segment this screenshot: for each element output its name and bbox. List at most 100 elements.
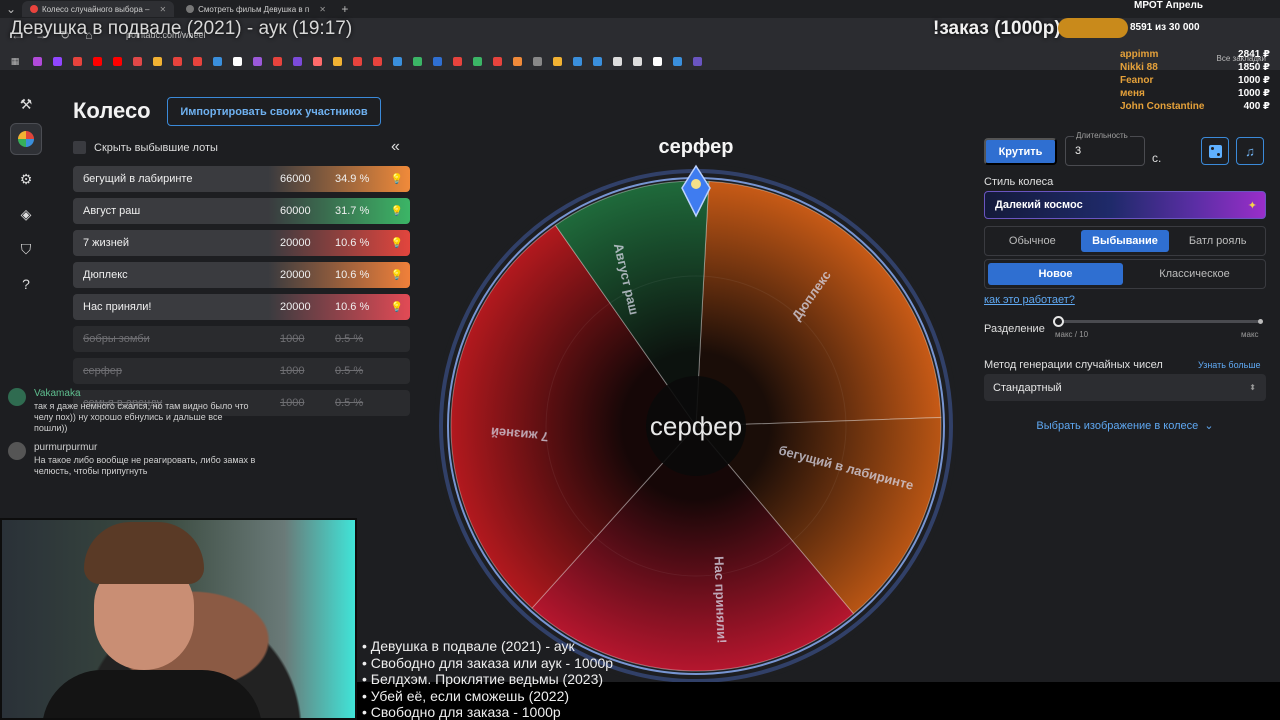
lot-row[interactable]: серфер 1000 0.5 % bbox=[73, 358, 410, 384]
bookmark-icon[interactable] bbox=[133, 56, 142, 66]
wheel[interactable]: серфер Август раш Дюплекс бегущий в лаби… bbox=[430, 160, 962, 692]
tab-close-icon[interactable]: ✕ bbox=[159, 4, 167, 14]
lot-row[interactable]: Дюплекс 20000 10.6 % 💡 bbox=[73, 262, 410, 288]
bookmark-icon[interactable] bbox=[593, 56, 602, 66]
bookmark-icon[interactable] bbox=[113, 56, 122, 66]
browser-tabbar: ⌄ Колесо случайного выбора – ✕ Смотреть … bbox=[0, 0, 1280, 18]
auction-hammer-icon[interactable]: ⚒ bbox=[19, 95, 33, 112]
lot-row[interactable]: семья в аренду 1000 0.5 % bbox=[73, 390, 410, 416]
lot-percent: 0.5 % bbox=[335, 397, 364, 409]
hide-out-lots-toggle[interactable]: Скрыть выбывшие лоты bbox=[73, 141, 218, 154]
lot-highlight-icon[interactable]: 💡 bbox=[390, 269, 404, 281]
bookmark-icon[interactable] bbox=[153, 56, 162, 66]
forward-icon[interactable]: → bbox=[35, 28, 47, 42]
lot-highlight-icon[interactable]: 💡 bbox=[390, 301, 404, 313]
bookmark-icon[interactable] bbox=[213, 56, 222, 66]
rng-learn-more-link[interactable]: Узнать больше bbox=[1198, 360, 1261, 370]
bookmark-icon[interactable] bbox=[93, 56, 102, 66]
layers-icon[interactable]: ◈ bbox=[20, 205, 32, 222]
tab-movie[interactable]: Смотреть фильм Девушка в п ✕ bbox=[178, 1, 334, 17]
mrot-count: 8591 из 30 000 bbox=[1130, 22, 1200, 33]
bookmark-icon[interactable] bbox=[493, 56, 502, 66]
bookmark-icon[interactable] bbox=[473, 56, 482, 66]
url-input[interactable]: pointauc.com/wheel bbox=[126, 30, 206, 40]
bookmark-icon[interactable] bbox=[313, 56, 322, 66]
mode-option[interactable]: Выбывание bbox=[1080, 230, 1170, 252]
music-button[interactable]: ♫ bbox=[1236, 137, 1264, 165]
bookmarks-folder[interactable]: Все закладки bbox=[1216, 54, 1266, 63]
settings-gear-icon[interactable]: ⚙ bbox=[19, 170, 33, 187]
new-tab-icon[interactable]: + bbox=[341, 2, 349, 16]
bookmark-icon[interactable] bbox=[693, 56, 702, 66]
random-dice-button[interactable] bbox=[1201, 137, 1229, 165]
submode-option[interactable]: Новое bbox=[988, 263, 1123, 285]
tab-close-icon[interactable]: ✕ bbox=[319, 4, 326, 14]
collapse-panel-icon[interactable]: « bbox=[391, 138, 400, 155]
rng-select[interactable]: Стандартный ⬍ bbox=[984, 374, 1266, 401]
help-question-icon[interactable]: ? bbox=[22, 276, 30, 292]
split-slider-track[interactable] bbox=[1057, 320, 1262, 323]
bookmark-icon[interactable] bbox=[373, 56, 382, 66]
bookmark-icon[interactable] bbox=[573, 56, 582, 66]
bookmark-icon[interactable] bbox=[653, 56, 662, 66]
bookmark-icon[interactable] bbox=[53, 56, 62, 66]
lot-highlight-icon[interactable]: 💡 bbox=[390, 205, 404, 217]
lot-highlight-icon[interactable]: 💡 bbox=[390, 173, 404, 185]
lot-row[interactable]: Нас приняли! 20000 10.6 % 💡 bbox=[73, 294, 410, 320]
bookmark-icon[interactable] bbox=[73, 56, 82, 66]
lot-row[interactable]: бобры зомби 1000 0.5 % bbox=[73, 326, 410, 352]
bookmark-icon[interactable] bbox=[33, 56, 42, 66]
bookmark-icon[interactable] bbox=[293, 56, 302, 66]
bookmark-icon[interactable] bbox=[173, 56, 182, 66]
wheel-center bbox=[646, 376, 746, 476]
spin-button[interactable]: Крутить bbox=[984, 138, 1057, 165]
shield-check-icon[interactable]: ⛉ bbox=[20, 240, 32, 257]
how-it-works-link[interactable]: как это работает? bbox=[984, 294, 1075, 306]
donor-amount: 400 ₽ bbox=[1243, 101, 1270, 112]
bookmark-icon[interactable] bbox=[193, 56, 202, 66]
bookmark-icon[interactable] bbox=[333, 56, 342, 66]
lot-row[interactable]: бегущий в лабиринте 66000 34.9 % 💡 bbox=[73, 166, 410, 192]
bookmark-icon[interactable] bbox=[533, 56, 542, 66]
queue-background bbox=[357, 682, 1280, 720]
bookmark-icon[interactable] bbox=[393, 56, 402, 66]
chat-overlay: Vakamaka так я даже немного сжался, но т… bbox=[8, 388, 258, 485]
home-icon[interactable]: ⌂ bbox=[85, 28, 93, 42]
wheel-style-value: Далекий космос bbox=[995, 199, 1083, 211]
choose-wheel-image-button[interactable]: Выбрать изображение в колесе ⌄ bbox=[984, 419, 1266, 432]
bookmark-icon[interactable] bbox=[553, 56, 562, 66]
bookmark-icon[interactable] bbox=[253, 56, 262, 66]
slice-label-zhizney: 7 жизней bbox=[490, 425, 549, 445]
import-participants-button[interactable]: Импортировать своих участников bbox=[167, 97, 381, 126]
lot-highlight-icon[interactable]: 💡 bbox=[390, 237, 404, 249]
duration-input[interactable]: 3 bbox=[1075, 145, 1082, 157]
mode-option[interactable]: Обычное bbox=[1008, 235, 1056, 247]
bookmark-icon[interactable] bbox=[433, 56, 442, 66]
apps-grid-icon[interactable]: ▦ bbox=[10, 55, 20, 66]
lot-row[interactable]: 7 жизней 20000 10.6 % 💡 bbox=[73, 230, 410, 256]
submode-option[interactable]: Классическое bbox=[1159, 268, 1230, 280]
tab-wheel[interactable]: Колесо случайного выбора – ✕ bbox=[22, 1, 175, 17]
back-icon[interactable]: ← bbox=[11, 28, 23, 42]
bookmark-icon[interactable] bbox=[233, 56, 242, 66]
bookmark-icon[interactable] bbox=[453, 56, 462, 66]
reload-icon[interactable]: ↻ bbox=[59, 28, 71, 42]
tab-menu-icon[interactable]: ⌄ bbox=[5, 2, 17, 16]
bookmark-icon[interactable] bbox=[273, 56, 282, 66]
bookmark-icon[interactable] bbox=[513, 56, 522, 66]
wheel-style-select[interactable]: Далекий космос ✦ bbox=[984, 191, 1266, 219]
lot-amount: 1000 bbox=[280, 397, 305, 409]
bookmark-icon[interactable] bbox=[633, 56, 642, 66]
bookmark-icon[interactable] bbox=[413, 56, 422, 66]
bookmark-icon[interactable] bbox=[353, 56, 362, 66]
wheel-pie-icon[interactable] bbox=[10, 123, 42, 155]
lot-row[interactable]: Август раш 60000 31.7 % 💡 bbox=[73, 198, 410, 224]
split-slider-end bbox=[1258, 319, 1263, 324]
sparkle-icon: ✦ bbox=[1247, 199, 1257, 212]
bookmark-icon[interactable] bbox=[673, 56, 682, 66]
mode-option[interactable]: Батл рояль bbox=[1188, 235, 1247, 247]
hide-out-checkbox[interactable] bbox=[73, 141, 86, 154]
rng-value: Стандартный bbox=[993, 381, 1062, 394]
split-slider-handle[interactable] bbox=[1053, 316, 1064, 327]
bookmark-icon[interactable] bbox=[613, 56, 622, 66]
